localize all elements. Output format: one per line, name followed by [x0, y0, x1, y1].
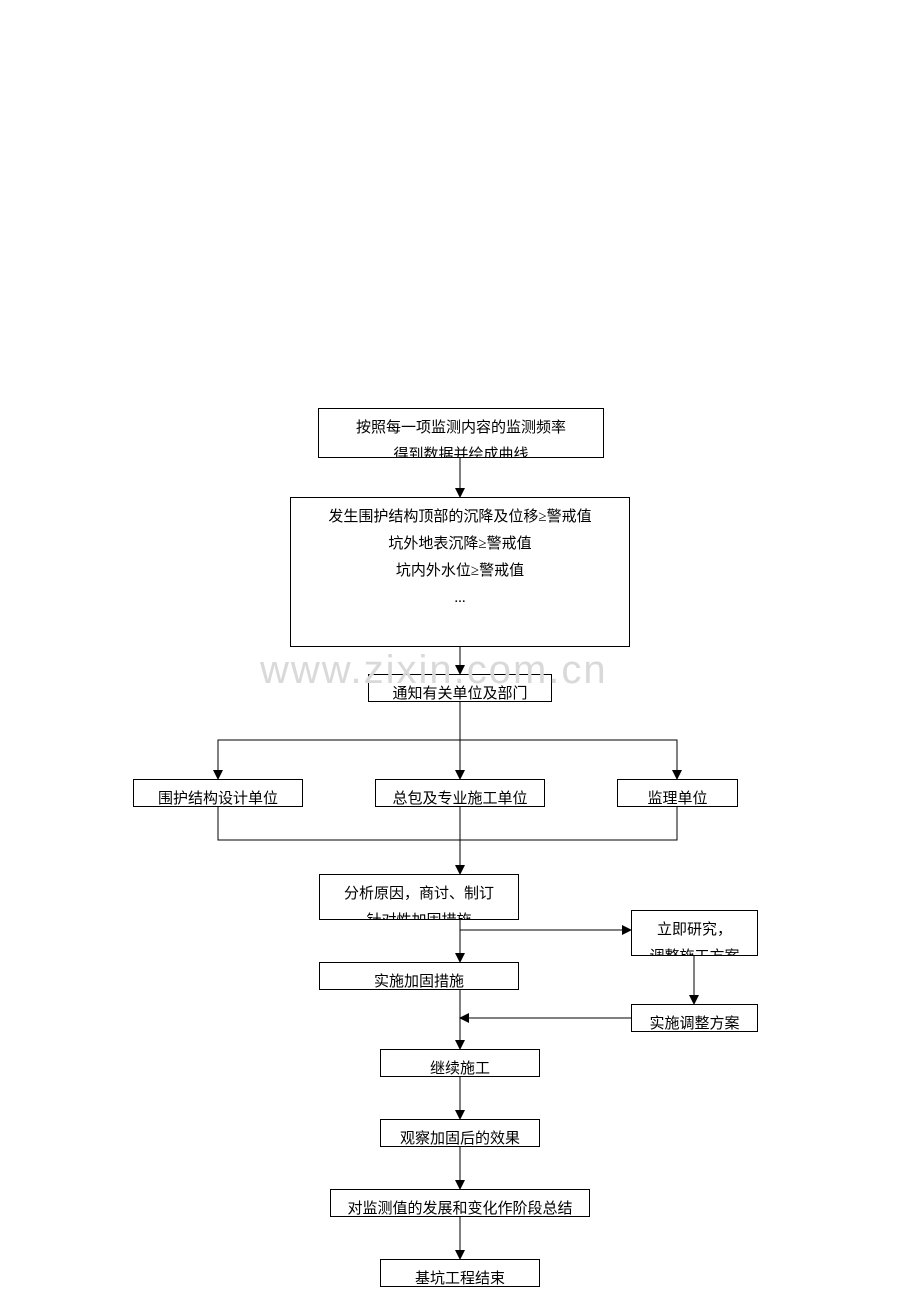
flowchart-node: 发生围护结构顶部的沉降及位移≥警戒值坑外地表沉降≥警戒值坑内外水位≥警戒值...	[290, 497, 630, 647]
flowchart-node: 通知有关单位及部门	[368, 674, 552, 702]
flowchart-node: 实施加固措施	[319, 962, 519, 990]
node-text-line: 基坑工程结束	[389, 1266, 531, 1287]
node-text-line: ...	[299, 585, 621, 612]
flowchart-edge	[218, 740, 460, 779]
edges-layer	[0, 0, 920, 1302]
node-text-line: 针对性加固措施	[328, 908, 510, 920]
node-text-line: 实施加固措施	[328, 969, 510, 990]
flowchart-node: 监理单位	[617, 779, 738, 807]
flowchart-node: 分析原因，商讨、制订针对性加固措施	[319, 874, 519, 920]
flowchart-edge	[218, 807, 460, 840]
node-text-line: 按照每一项监测内容的监测频率	[327, 415, 595, 442]
node-text-line: 继续施工	[389, 1056, 531, 1077]
flowchart-node: 按照每一项监测内容的监测频率得到数据并绘成曲线	[318, 408, 604, 458]
node-text-line: 监理单位	[626, 786, 729, 807]
node-text-line: 通知有关单位及部门	[377, 681, 543, 702]
flowchart-node: 围护结构设计单位	[133, 779, 303, 807]
node-text-line: 坑内外水位≥警戒值	[299, 558, 621, 585]
node-text-line: 坑外地表沉降≥警戒值	[299, 531, 621, 558]
flowchart-edge	[460, 740, 677, 779]
node-text-line: 得到数据并绘成曲线	[327, 442, 595, 458]
flowchart-node: 对监测值的发展和变化作阶段总结	[330, 1189, 590, 1217]
flowchart-node: 立即研究，调整施工方案	[631, 910, 758, 956]
flowchart-container: 按照每一项监测内容的监测频率得到数据并绘成曲线发生围护结构顶部的沉降及位移≥警戒…	[0, 0, 920, 1302]
node-text-line: 立即研究，	[640, 917, 749, 944]
node-text-line: 围护结构设计单位	[142, 786, 294, 807]
node-text-line: 观察加固后的效果	[389, 1126, 531, 1147]
flowchart-edge	[460, 807, 677, 840]
node-text-line: 分析原因，商讨、制订	[328, 881, 510, 908]
flowchart-node: 基坑工程结束	[380, 1259, 540, 1287]
node-text-line: 发生围护结构顶部的沉降及位移≥警戒值	[299, 504, 621, 531]
node-text-line: 对监测值的发展和变化作阶段总结	[339, 1196, 581, 1217]
node-text-line: 总包及专业施工单位	[384, 786, 536, 807]
flowchart-node: 总包及专业施工单位	[375, 779, 545, 807]
node-text-line: 实施调整方案	[640, 1011, 749, 1032]
flowchart-node: 观察加固后的效果	[380, 1119, 540, 1147]
node-text-line: 调整施工方案	[640, 944, 749, 956]
flowchart-node: 实施调整方案	[631, 1004, 758, 1032]
flowchart-node: 继续施工	[380, 1049, 540, 1077]
